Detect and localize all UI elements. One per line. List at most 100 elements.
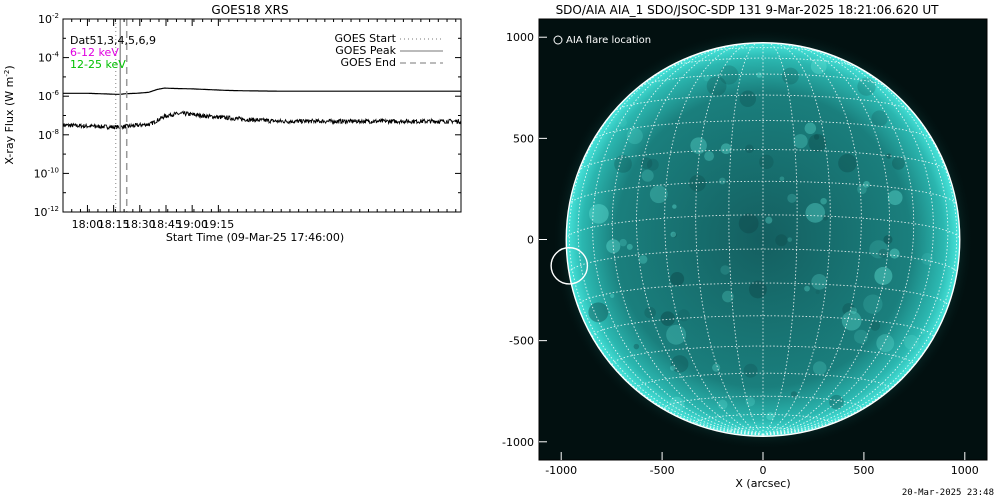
disk-patch — [745, 396, 756, 407]
disk-patch — [706, 76, 727, 96]
grid-latitude-line — [700, 47, 826, 54]
flare-location-marker — [550, 246, 589, 285]
disk-patch — [883, 235, 893, 245]
disk-patch — [677, 309, 690, 322]
grid-longitude-line — [762, 82, 958, 436]
grid-longitude-line — [568, 82, 764, 436]
disk-patch — [646, 158, 659, 171]
y-tick-label: 10-10 — [34, 166, 59, 180]
disk-patch — [820, 197, 827, 205]
y-tick-label: 10-12 — [34, 205, 59, 219]
series-short — [62, 110, 462, 131]
x-tick-label: 18:15 — [98, 218, 130, 231]
disk-patch — [738, 213, 759, 234]
x-tick-label: 19:00 — [176, 218, 208, 231]
disk-patch — [739, 90, 757, 107]
grid-longitude-line — [762, 43, 890, 436]
aia-x-tick-label: 0 — [760, 464, 767, 477]
grid-latitude-line — [593, 120, 933, 141]
disk-patch — [889, 248, 900, 259]
goes-y-axis: 10-2 10-4 10-6 10-8 10-10 10-12 — [34, 12, 461, 219]
grid-latitude-line — [578, 149, 948, 172]
y-tick-label: 10-4 — [38, 51, 60, 65]
disk-patch — [644, 306, 656, 319]
disk-patch — [787, 237, 793, 242]
channel-label-12-25: 12-25 keV — [70, 58, 126, 71]
disk-patch — [720, 143, 732, 155]
disk-patch — [671, 232, 677, 238]
disk-patch — [756, 72, 762, 78]
grid-longitude-line — [611, 44, 764, 436]
goes-xrs-chart: GOES18 XRS 10-2 10-4 10-6 10-8 10-10 10-12 18… — [3, 3, 462, 244]
disk-patch — [717, 399, 728, 410]
grid-longitude-line — [762, 44, 915, 436]
aia-y-tick-label: -1000 — [502, 436, 534, 449]
disk-patch — [718, 177, 726, 185]
grid-latitude-line — [638, 73, 888, 88]
legend-goes-peak-label: GOES Peak — [335, 44, 396, 57]
grid-latitude-line — [592, 315, 934, 338]
disk-patch — [670, 365, 676, 371]
disk-patch — [838, 153, 857, 173]
disk-patch — [614, 155, 632, 173]
aia-y-tick-label: 0 — [527, 234, 534, 247]
disk-patch — [863, 294, 883, 314]
disk-patch — [669, 396, 685, 412]
disk-patch — [617, 117, 627, 127]
legend-goes-end-label: GOES End — [340, 56, 396, 69]
disk-patch — [787, 193, 797, 203]
goes-y-axis-label: X-ray Flux (W m-2) — [3, 65, 16, 164]
aia-y-tick-label: -500 — [509, 335, 534, 348]
disk-patch — [689, 174, 706, 192]
disk-patch — [619, 238, 627, 247]
disk-patch — [626, 127, 643, 145]
goes-event-lines — [115, 19, 128, 212]
disk-patch — [749, 280, 767, 299]
disk-patch — [670, 231, 677, 238]
disk-patch — [857, 77, 876, 96]
disk-patch — [743, 363, 758, 378]
x-tick-label: 19:15 — [203, 218, 235, 231]
aia-y-tick-label: 500 — [513, 132, 534, 145]
aia-x-tick-label: -1000 — [545, 464, 577, 477]
grid-longitude-line — [636, 43, 764, 436]
aia-x-axis: -1000 -500 0 500 1000 — [545, 452, 979, 477]
flare-legend-marker — [553, 35, 563, 45]
disk-patch — [690, 137, 707, 154]
grid-latitude-line — [636, 372, 890, 390]
disk-patch — [775, 234, 788, 247]
disk-patch — [804, 122, 817, 135]
disk-patch — [588, 203, 609, 224]
disk-patch — [640, 157, 653, 170]
disk-patch — [765, 216, 773, 224]
disk-patch — [863, 180, 870, 188]
heliographic-grid — [566, 42, 960, 436]
aia-image-area: AIA flare location — [539, 19, 987, 460]
aia-x-tick-label: 500 — [853, 464, 874, 477]
disk-patch — [759, 154, 774, 170]
disk-patch — [704, 151, 715, 162]
disk-patch — [857, 184, 867, 195]
disk-patch — [815, 289, 820, 295]
disk-patch — [842, 303, 856, 316]
disk-patch — [812, 361, 827, 375]
disk-patch — [876, 334, 895, 353]
disk-patch — [810, 58, 827, 75]
goes-x-axis-label: Start Time (09-Mar-25 17:46:00) — [166, 231, 344, 244]
disk-patch — [666, 324, 687, 345]
aia-solar-image: SDO/AIA AIA_1 SDO/JSOC-SDP 131 9-Mar-202… — [502, 3, 988, 490]
aia-y-axis: 1000 500 0 -500 -1000 — [502, 31, 547, 449]
disk-patch — [891, 156, 905, 170]
disk-patch — [871, 110, 888, 127]
x-tick-label: 18:00 — [72, 218, 104, 231]
disk-patch — [874, 266, 893, 285]
disk-patch — [626, 243, 633, 250]
aia-x-tick-label: 1000 — [951, 464, 979, 477]
grid-longitude-line — [762, 42, 798, 436]
disk-patch — [822, 214, 829, 221]
x-tick-label: 18:45 — [150, 218, 182, 231]
disk-patch — [660, 311, 676, 326]
disk-patch — [887, 190, 903, 206]
disk-patch — [793, 134, 808, 149]
